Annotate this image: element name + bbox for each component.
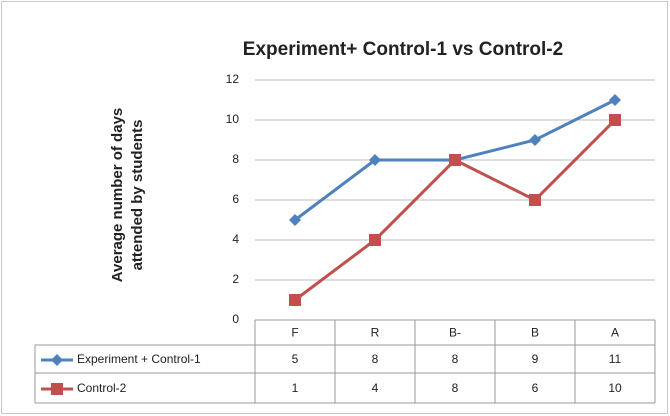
point [289,294,301,306]
x-tick-label: A [611,326,619,340]
table-value: 8 [372,352,379,366]
point [369,154,381,166]
table-value: 10 [608,381,622,395]
y-tick-label: 10 [226,112,240,126]
table-value: 8 [452,381,459,395]
x-tick-label: B- [449,326,461,340]
legend-label: Control-2 [77,381,127,395]
legend-label: Experiment + Control-1 [77,352,201,366]
x-tick-label: F [291,326,298,340]
y-axis-label: attended by students [129,120,146,271]
point [609,114,621,126]
y-tick-label: 6 [232,192,239,206]
table-value: 1 [292,381,299,395]
table-value: 4 [372,381,379,395]
point [289,214,301,226]
table-value: 9 [532,352,539,366]
y-tick-label: 0 [232,312,239,326]
point [369,234,381,246]
table-value: 11 [609,352,622,366]
point [529,194,541,206]
x-tick-label: R [371,326,380,340]
y-axis-label: Average number of days [109,108,126,283]
y-tick-label: 12 [226,72,240,86]
y-tick-label: 8 [232,152,239,166]
y-tick-label: 2 [232,272,239,286]
point [449,154,461,166]
table-value: 8 [452,352,459,366]
point [51,354,63,366]
y-tick-label: 4 [232,232,239,246]
point [609,94,621,106]
point [529,134,541,146]
x-tick-label: B [531,326,539,340]
table-value: 5 [292,352,299,366]
table-value: 6 [532,381,539,395]
point [51,383,63,395]
chart-title: Experiment+ Control-1 vs Control-2 [243,39,563,60]
